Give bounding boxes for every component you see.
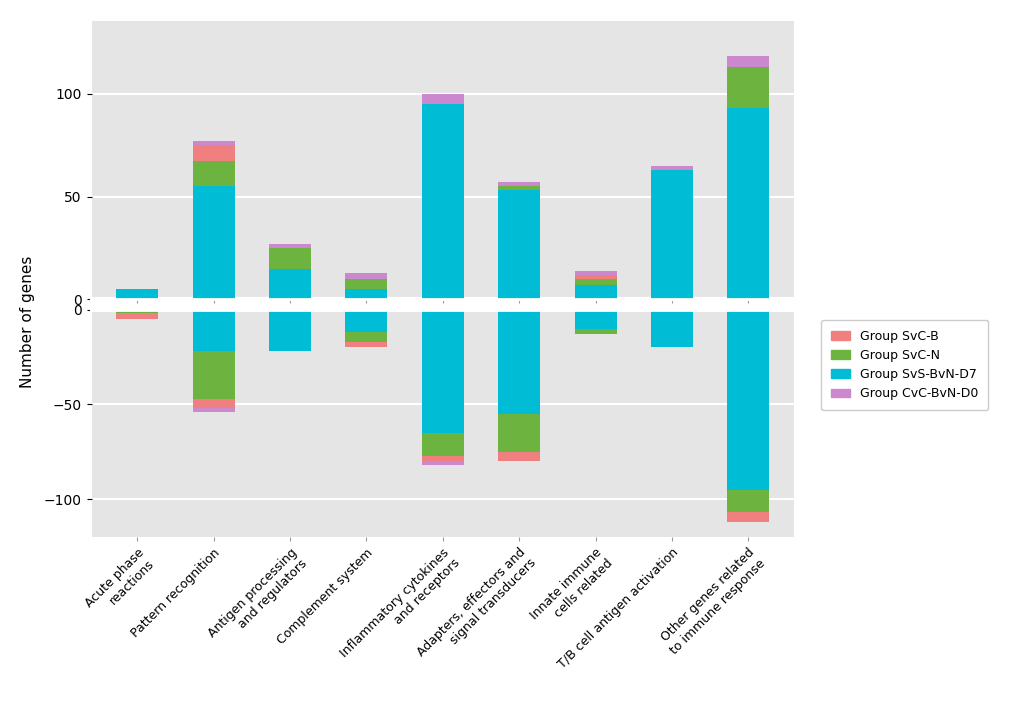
Bar bbox=[421, 309, 464, 432]
Bar bbox=[345, 332, 388, 342]
Text: Number of genes: Number of genes bbox=[20, 256, 36, 388]
Bar bbox=[421, 461, 464, 465]
Bar bbox=[345, 342, 388, 347]
Bar bbox=[574, 279, 617, 285]
Bar bbox=[651, 165, 693, 170]
Bar bbox=[498, 182, 541, 186]
Bar bbox=[727, 108, 770, 299]
Bar bbox=[727, 57, 770, 67]
Bar bbox=[116, 314, 159, 319]
Bar bbox=[574, 285, 617, 299]
Bar bbox=[192, 186, 235, 299]
Bar bbox=[192, 162, 235, 186]
Bar bbox=[498, 186, 541, 190]
Bar bbox=[498, 309, 541, 414]
Bar bbox=[651, 170, 693, 299]
Bar bbox=[269, 244, 312, 248]
Bar bbox=[345, 273, 388, 279]
Bar bbox=[727, 513, 770, 522]
Bar bbox=[421, 432, 464, 455]
Bar bbox=[574, 275, 617, 279]
Bar bbox=[574, 271, 617, 275]
Bar bbox=[269, 248, 312, 268]
Bar bbox=[421, 104, 464, 299]
Bar bbox=[498, 452, 541, 461]
Bar bbox=[421, 455, 464, 461]
Bar bbox=[498, 414, 541, 452]
Bar bbox=[192, 352, 235, 399]
Bar bbox=[192, 145, 235, 162]
Bar bbox=[651, 309, 693, 347]
Bar bbox=[574, 309, 617, 329]
Legend: Group SvC-B, Group SvC-N, Group SvS-BvN-D7, Group CvC-BvN-D0: Group SvC-B, Group SvC-N, Group SvS-BvN-… bbox=[822, 319, 988, 410]
Bar bbox=[192, 309, 235, 352]
Bar bbox=[574, 329, 617, 334]
Bar bbox=[345, 279, 388, 289]
Bar bbox=[116, 309, 159, 314]
Bar bbox=[421, 94, 464, 104]
Bar bbox=[498, 190, 541, 299]
Bar bbox=[116, 289, 159, 299]
Bar bbox=[727, 490, 770, 513]
Bar bbox=[727, 67, 770, 108]
Bar bbox=[192, 408, 235, 412]
Bar bbox=[192, 141, 235, 145]
Bar bbox=[269, 309, 312, 352]
Bar bbox=[345, 289, 388, 299]
Bar bbox=[727, 309, 770, 490]
Bar bbox=[345, 309, 388, 332]
Bar bbox=[269, 268, 312, 299]
Bar bbox=[192, 399, 235, 408]
